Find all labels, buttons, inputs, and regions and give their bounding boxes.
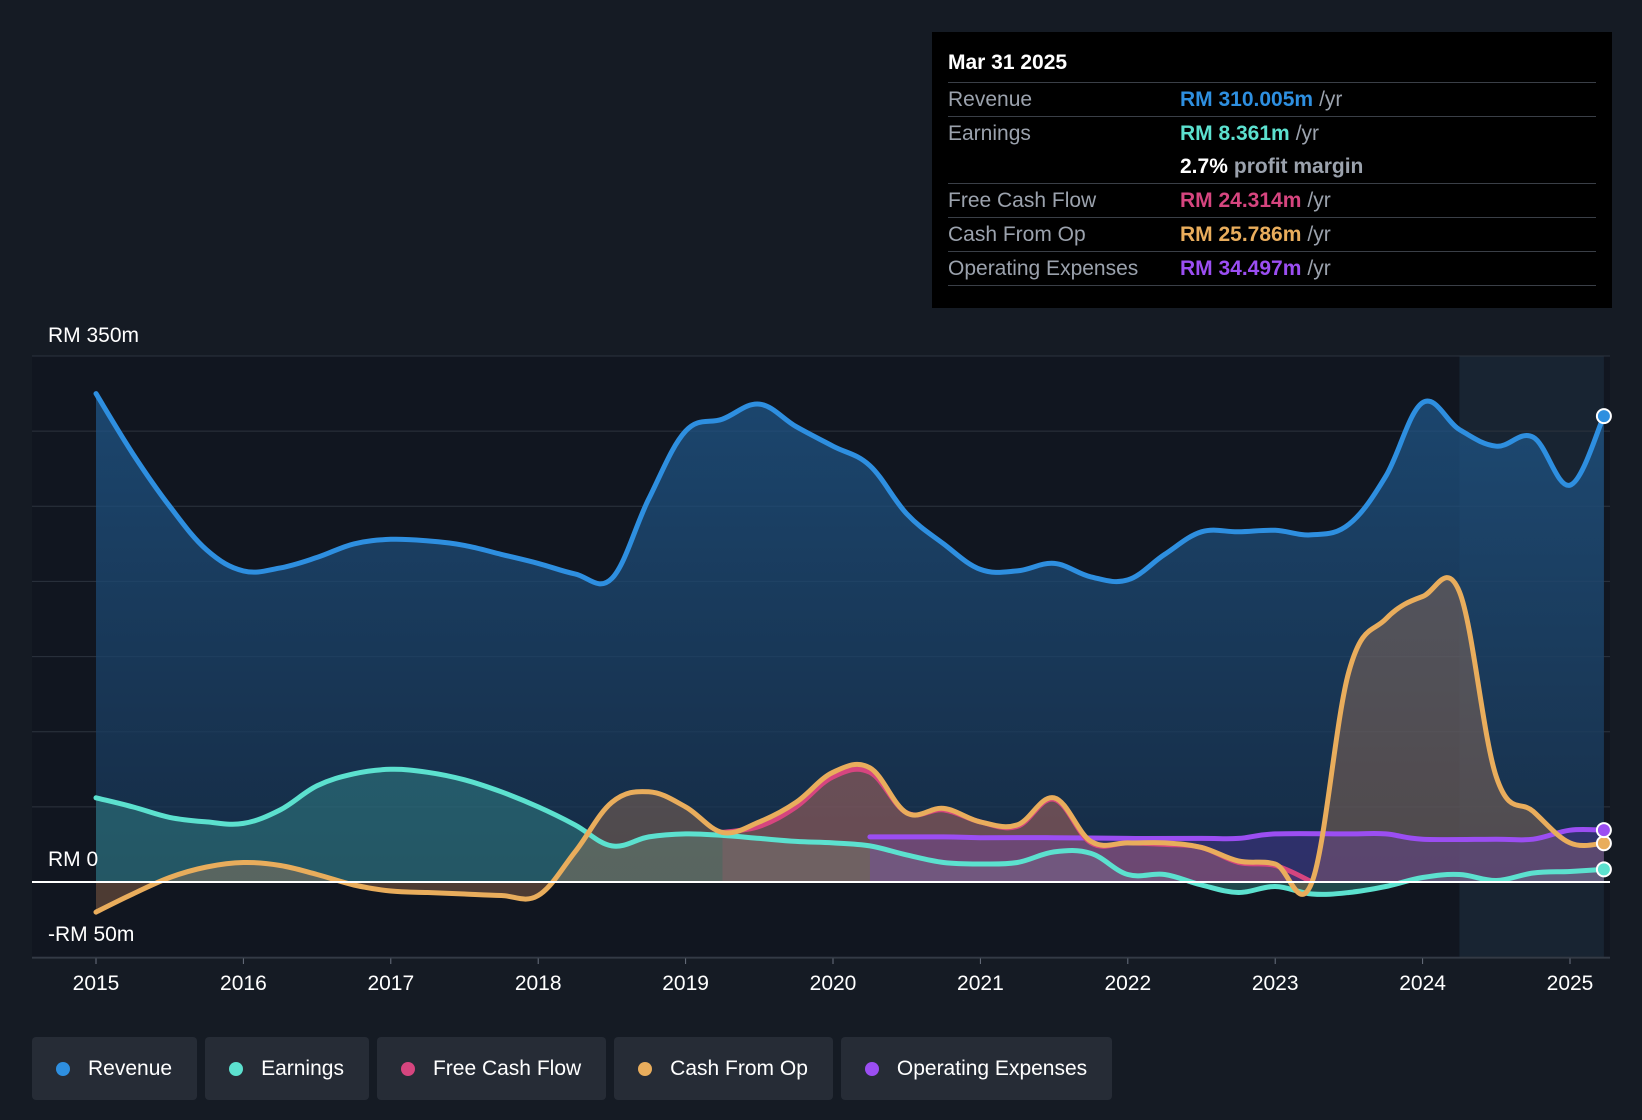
x-tick-label: 2025 <box>1547 972 1594 995</box>
tooltip-label: Revenue <box>948 88 1033 111</box>
tooltip-row-earnings: Earnings RM 8.361m /yr <box>948 117 1596 150</box>
legend-label: Operating Expenses <box>896 1056 1088 1080</box>
x-tick-label: 2018 <box>515 972 562 995</box>
legend-item-revenue[interactable]: Revenue <box>32 1037 198 1100</box>
legend-label: Cash From Op <box>670 1056 808 1080</box>
x-tick-label: 2023 <box>1252 972 1299 995</box>
tooltip-unit: /yr <box>1295 122 1320 145</box>
legend-dot-icon <box>638 1061 653 1076</box>
x-tick-label: 2016 <box>220 972 267 995</box>
tooltip-value: RM 34.497m <box>1180 257 1302 280</box>
tooltip-label: Earnings <box>948 122 1031 145</box>
tooltip-row-cash-from-op: Cash From Op RM 25.786m /yr <box>948 218 1596 252</box>
x-tick-label: 2024 <box>1399 972 1446 995</box>
y-tick-label: RM 350m <box>48 324 139 347</box>
tooltip-value: RM 310.005m <box>1180 88 1314 111</box>
area-free-cash-flow <box>722 769 1312 882</box>
tooltip-panel: Mar 31 2025 Revenue RM 310.005m /yr Earn… <box>932 32 1612 308</box>
legend-item-operating-expenses[interactable]: Operating Expenses <box>840 1037 1113 1100</box>
tooltip-label: Free Cash Flow <box>948 189 1097 212</box>
y-tick-label: RM 0 <box>48 848 98 871</box>
line-cash-from-op <box>93 575 1607 915</box>
x-axis-labels: 2015 2016 2017 2018 2019 2020 2021 2022 2023 2024… <box>32 957 1610 995</box>
legend-label: Earnings <box>261 1056 344 1080</box>
legend-dot-icon <box>864 1061 879 1076</box>
tooltip-unit: /yr <box>1307 189 1331 212</box>
x-tick-label: 2019 <box>662 972 709 995</box>
line-revenue <box>93 391 1607 587</box>
end-markers <box>1595 408 1612 878</box>
tooltip-unit: /yr <box>1307 257 1331 280</box>
x-tick-label: 2015 <box>73 972 120 995</box>
tooltip-row-free-cash-flow: Free Cash Flow RM 24.314m /yr <box>948 184 1596 218</box>
tooltip-value: RM 24.314m <box>1180 189 1302 212</box>
tooltip-row-profit-margin: 2.7% profit margin <box>948 150 1596 184</box>
tooltip-unit: /yr <box>1319 88 1343 111</box>
line-earnings <box>93 766 1607 897</box>
legend-dot-icon <box>400 1061 415 1076</box>
tooltip-unit: /yr <box>1307 223 1331 246</box>
x-tick-label: 2020 <box>810 972 857 995</box>
legend-label: Revenue <box>88 1056 173 1080</box>
legend-label: Free Cash Flow <box>432 1056 582 1080</box>
line-operating-expenses <box>867 826 1607 843</box>
legend-dot-icon <box>56 1061 70 1076</box>
tooltip-row-operating-expenses: Operating Expenses RM 34.497m /yr <box>948 252 1596 286</box>
end-marker-revenue <box>1595 408 1612 425</box>
y-tick-label: -RM 50m <box>48 923 134 946</box>
legend: Revenue Earnings Free Cash Flow Cash Fro… <box>32 1037 1113 1100</box>
legend-item-earnings[interactable]: Earnings <box>205 1037 369 1100</box>
tooltip-label: Cash From Op <box>948 223 1086 246</box>
series-lines <box>93 391 1607 915</box>
area-earnings <box>96 769 1604 895</box>
tooltip-label <box>948 150 1180 183</box>
end-marker-cash-from-op <box>1595 835 1612 852</box>
tooltip-unit: profit margin <box>1233 155 1364 178</box>
legend-dot-icon <box>229 1061 244 1076</box>
tooltip-value: RM 8.361m <box>1180 122 1290 145</box>
end-marker-operating-expenses <box>1595 822 1612 839</box>
x-tick-label: 2021 <box>957 972 1004 995</box>
end-marker-earnings <box>1595 861 1612 878</box>
x-tick-label: 2017 <box>367 972 414 995</box>
tooltip-value: RM 25.786m <box>1180 223 1302 246</box>
tooltip-value: 2.7% <box>1180 155 1228 178</box>
legend-item-cash-from-op[interactable]: Cash From Op <box>614 1037 833 1100</box>
tooltip-date: Mar 31 2025 <box>948 48 1596 83</box>
x-tick-label: 2022 <box>1104 972 1151 995</box>
area-revenue <box>96 393 1604 882</box>
legend-item-free-cash-flow[interactable]: Free Cash Flow <box>376 1037 607 1100</box>
y-axis-labels: RM 350m RM 0 -RM 50m <box>48 324 139 946</box>
tooltip-row-revenue: Revenue RM 310.005m /yr <box>948 83 1596 117</box>
tooltip-label: Operating Expenses <box>948 257 1139 280</box>
area-operating-expenses <box>869 829 1604 882</box>
